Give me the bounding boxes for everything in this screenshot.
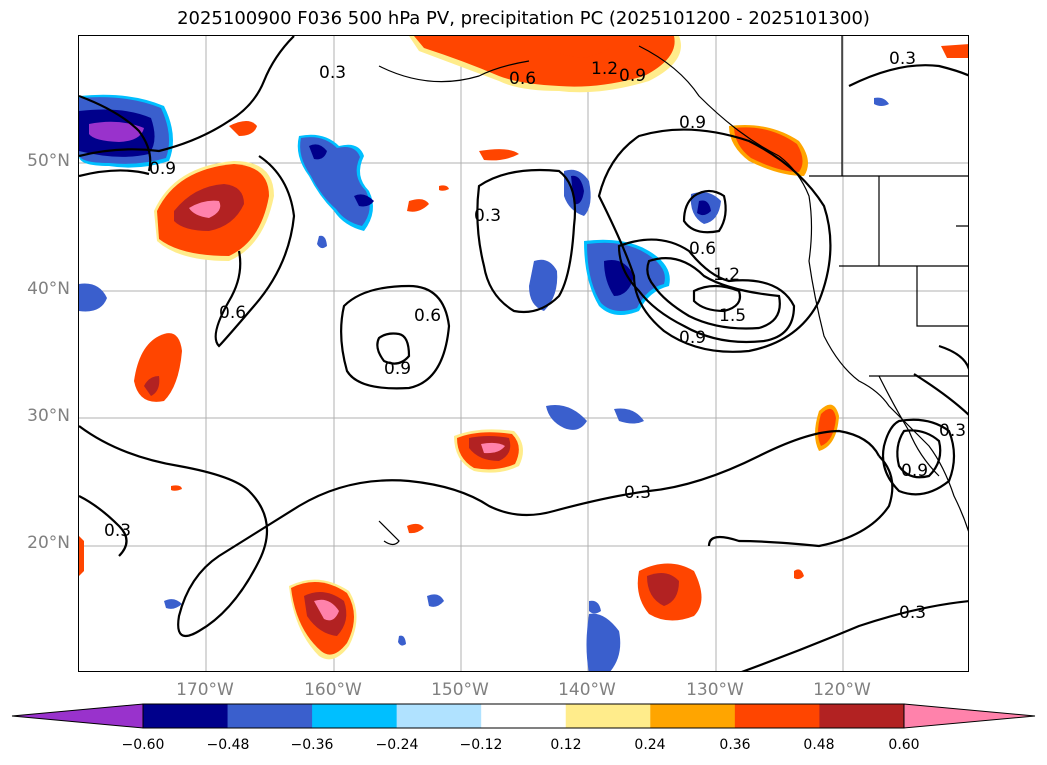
contour-label-0.9: 0.9: [901, 461, 928, 481]
colorbar-segment: [819, 704, 905, 728]
contour-label-0.9: 0.9: [149, 159, 176, 179]
colorbar-segment: [143, 704, 229, 728]
lon-label-120w: 120°W: [813, 680, 871, 700]
lat-label-20: 20°N: [27, 533, 70, 553]
colorbar-tick: 0.48: [803, 737, 835, 753]
contour-label-0.3: 0.3: [889, 49, 916, 69]
colorbar-segment: [565, 704, 651, 728]
contour-label-0.3: 0.3: [104, 521, 131, 541]
precip-negative-regions: [79, 94, 889, 671]
contour-label-0.3: 0.3: [624, 483, 651, 503]
colorbar-tick: −0.60: [121, 737, 165, 753]
contour-label-0.6: 0.6: [689, 239, 716, 259]
colorbar-extend-max: [903, 703, 1036, 729]
colorbar-tick: 0.24: [634, 737, 666, 753]
colorbar-extend-min: [11, 703, 144, 729]
colorbar-tick: −0.48: [206, 737, 250, 753]
contour-label-0.3: 0.3: [899, 603, 926, 623]
colorbar-tick: −0.36: [290, 737, 334, 753]
contour-label-0.9: 0.9: [679, 328, 706, 348]
colorbar-segment: [650, 704, 736, 728]
colorbar-segment: [396, 704, 482, 728]
lat-label-40: 40°N: [27, 279, 70, 299]
contour-label-1.2: 1.2: [591, 59, 618, 79]
colorbar-segment: [481, 704, 567, 728]
contour-label-1.5: 1.5: [719, 306, 746, 326]
lon-label-160w: 160°W: [304, 680, 362, 700]
colorbar-segment: [312, 704, 398, 728]
coastlines: [378, 36, 968, 546]
colorbar-tick: −0.24: [375, 737, 419, 753]
colorbar-tick: 0.36: [719, 737, 751, 753]
contour-label-0.9: 0.9: [619, 66, 646, 86]
map-panel[interactable]: 0.3 0.6 1.2 0.9 0.9 0.3 0.9 0.6 0.3 0.6 …: [78, 35, 969, 672]
lon-label-170w: 170°W: [176, 680, 234, 700]
colorbar-tick: 0.12: [550, 737, 582, 753]
map-canvas: 0.3 0.6 1.2 0.9 0.9 0.3 0.9 0.6 0.3 0.6 …: [79, 36, 968, 671]
contour-label-0.3: 0.3: [939, 421, 966, 441]
colorbar-segment: [734, 704, 820, 728]
map-title: 2025100900 F036 500 hPa PV, precipitatio…: [177, 8, 870, 29]
contour-labels: 0.3 0.6 1.2 0.9 0.9 0.3 0.9 0.6 0.3 0.6 …: [104, 49, 966, 623]
contour-label-1.2: 1.2: [713, 265, 740, 285]
lon-label-130w: 130°W: [686, 680, 744, 700]
contour-label-0.6: 0.6: [509, 69, 536, 89]
lat-label-50: 50°N: [27, 151, 70, 171]
contour-label-0.6: 0.6: [219, 303, 246, 323]
contour-label-0.6: 0.6: [414, 306, 441, 326]
pv-contours: [79, 36, 968, 671]
colorbar-segments: [11, 703, 1036, 729]
colorbar: [11, 703, 1036, 729]
precip-positive-regions: [79, 36, 968, 660]
contour-label-0.3: 0.3: [474, 206, 501, 226]
contour-label-0.9: 0.9: [384, 359, 411, 379]
lon-label-150w: 150°W: [431, 680, 489, 700]
contour-label-0.3: 0.3: [319, 63, 346, 83]
lon-label-140w: 140°W: [558, 680, 616, 700]
colorbar-tick: 0.60: [888, 737, 920, 753]
contour-label-0.9: 0.9: [679, 113, 706, 133]
colorbar-segment: [227, 704, 313, 728]
colorbar-tick: −0.12: [459, 737, 503, 753]
lat-label-30: 30°N: [27, 406, 70, 426]
